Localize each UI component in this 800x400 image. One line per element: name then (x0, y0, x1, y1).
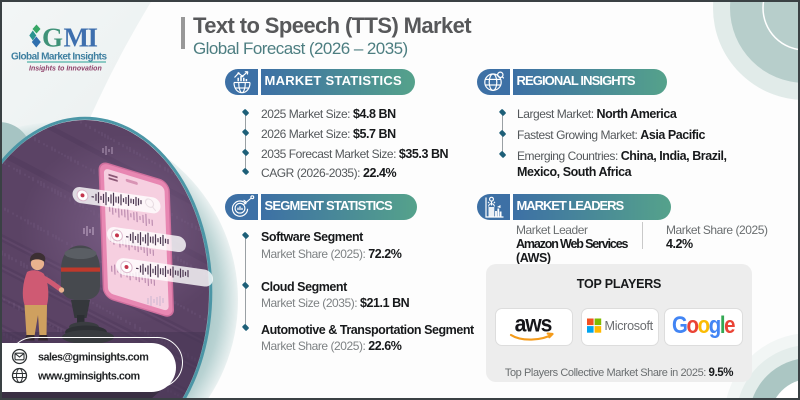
svg-text:M: M (64, 23, 89, 53)
svg-text:Microsoft: Microsoft (605, 319, 654, 333)
svg-text:Global Market Insights: Global Market Insights (11, 52, 107, 63)
svg-text:sales@gminsights.com: sales@gminsights.com (38, 352, 148, 364)
svg-text:G: G (42, 23, 63, 53)
svg-text:Google: Google (672, 311, 735, 338)
svg-text:I: I (88, 23, 99, 53)
svg-text:Insights to Innovation: Insights to Innovation (29, 66, 102, 73)
svg-text:aws: aws (515, 310, 552, 336)
svg-text:www.gminsights.com: www.gminsights.com (37, 371, 140, 383)
